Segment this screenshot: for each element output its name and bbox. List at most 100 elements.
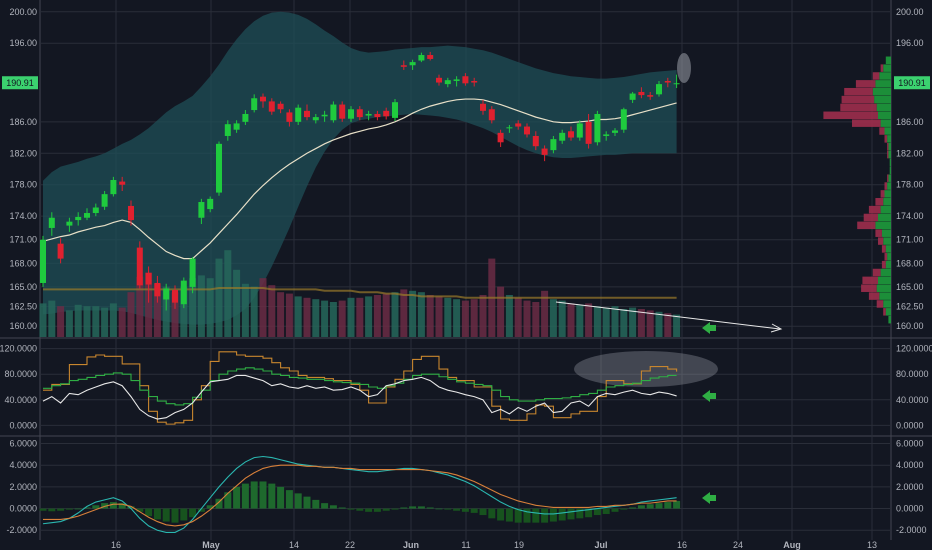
candle[interactable] bbox=[233, 120, 240, 133]
candle[interactable] bbox=[400, 60, 407, 70]
candle[interactable] bbox=[268, 98, 275, 115]
volume-profile-row bbox=[889, 166, 891, 175]
candle[interactable] bbox=[154, 275, 161, 303]
candle[interactable] bbox=[418, 52, 425, 63]
candle[interactable] bbox=[110, 176, 117, 197]
candlesticks[interactable] bbox=[40, 51, 680, 311]
candle[interactable] bbox=[462, 73, 469, 86]
candle[interactable] bbox=[356, 106, 363, 121]
candle[interactable] bbox=[409, 59, 416, 70]
volume-bar bbox=[470, 299, 478, 337]
candle[interactable] bbox=[48, 212, 55, 236]
candle[interactable] bbox=[286, 109, 293, 127]
candle[interactable] bbox=[242, 110, 249, 125]
candle[interactable] bbox=[453, 76, 460, 87]
candle[interactable] bbox=[541, 145, 548, 162]
candle[interactable] bbox=[383, 107, 390, 120]
candle[interactable] bbox=[532, 131, 539, 151]
candle[interactable] bbox=[656, 80, 662, 97]
macd-histogram-bar bbox=[461, 508, 469, 512]
candle[interactable] bbox=[585, 113, 592, 149]
candle[interactable] bbox=[629, 91, 636, 103]
candle[interactable] bbox=[348, 106, 354, 122]
candle[interactable] bbox=[664, 77, 671, 88]
macd-histogram-bar bbox=[197, 508, 205, 512]
candle[interactable] bbox=[172, 285, 178, 309]
candle[interactable] bbox=[189, 257, 196, 294]
candle[interactable] bbox=[295, 104, 302, 125]
candle[interactable] bbox=[638, 87, 645, 99]
candle[interactable] bbox=[568, 126, 574, 141]
candle-body bbox=[638, 91, 645, 96]
candle[interactable] bbox=[40, 235, 46, 287]
candle[interactable] bbox=[216, 141, 222, 196]
macd-line bbox=[43, 464, 677, 527]
candle[interactable] bbox=[559, 129, 566, 144]
volume-profile-up bbox=[876, 103, 891, 112]
candle[interactable] bbox=[251, 94, 258, 113]
candle[interactable] bbox=[163, 283, 170, 311]
volume-profile-row bbox=[841, 95, 891, 104]
candle[interactable] bbox=[198, 198, 205, 225]
candle[interactable] bbox=[75, 212, 82, 226]
candle[interactable] bbox=[312, 113, 319, 124]
candle-body bbox=[57, 243, 64, 259]
candle[interactable] bbox=[101, 191, 108, 210]
candle[interactable] bbox=[321, 110, 328, 122]
candle[interactable] bbox=[612, 128, 618, 136]
candle[interactable] bbox=[524, 123, 530, 138]
candle[interactable] bbox=[330, 101, 337, 123]
candle[interactable] bbox=[506, 124, 513, 133]
candle[interactable] bbox=[57, 238, 64, 264]
volume-profile-down bbox=[861, 284, 877, 292]
oscillator-panel[interactable] bbox=[42, 351, 718, 425]
macd-panel[interactable] bbox=[39, 455, 717, 533]
candle[interactable] bbox=[550, 135, 557, 154]
macd-histogram-bar bbox=[303, 496, 311, 509]
candle[interactable] bbox=[480, 99, 486, 115]
candle[interactable] bbox=[224, 120, 231, 141]
candle[interactable] bbox=[277, 101, 284, 114]
volume-profile-down bbox=[884, 182, 888, 190]
candle[interactable] bbox=[365, 110, 372, 121]
candle-body bbox=[339, 104, 346, 119]
candle[interactable] bbox=[673, 74, 680, 89]
candle[interactable] bbox=[260, 93, 266, 108]
candle[interactable] bbox=[647, 91, 654, 100]
candle[interactable] bbox=[207, 196, 214, 213]
candle[interactable] bbox=[444, 77, 451, 88]
candle[interactable] bbox=[436, 74, 442, 86]
candle[interactable] bbox=[488, 106, 495, 124]
candle[interactable] bbox=[304, 104, 310, 121]
candle[interactable] bbox=[145, 266, 152, 303]
candle[interactable] bbox=[594, 110, 601, 146]
trend-line-arrow[interactable] bbox=[555, 301, 781, 330]
candle[interactable] bbox=[66, 217, 73, 232]
candle-body bbox=[321, 114, 328, 117]
candle[interactable] bbox=[180, 277, 187, 309]
volume-bar bbox=[673, 314, 681, 337]
candle[interactable] bbox=[392, 99, 398, 122]
candle[interactable] bbox=[620, 107, 627, 133]
macd-histogram-bar bbox=[409, 506, 417, 509]
candle[interactable] bbox=[497, 129, 504, 147]
volume-profile-up bbox=[887, 135, 891, 143]
candle[interactable] bbox=[374, 110, 381, 121]
candle[interactable] bbox=[136, 241, 143, 289]
price-panel[interactable] bbox=[39, 11, 892, 337]
annotations bbox=[555, 53, 783, 334]
candle[interactable] bbox=[427, 51, 434, 61]
macd-histogram-bar bbox=[329, 505, 337, 509]
candle[interactable] bbox=[515, 120, 522, 130]
candle[interactable] bbox=[339, 101, 346, 122]
macd-histogram-bar bbox=[57, 508, 65, 511]
candle[interactable] bbox=[92, 203, 99, 217]
candle[interactable] bbox=[471, 77, 478, 87]
candle[interactable] bbox=[119, 176, 126, 192]
candle[interactable] bbox=[603, 131, 610, 141]
candle[interactable] bbox=[84, 208, 90, 221]
macd-histogram-bar bbox=[338, 507, 346, 509]
candle[interactable] bbox=[576, 120, 583, 141]
candle[interactable] bbox=[128, 200, 134, 226]
